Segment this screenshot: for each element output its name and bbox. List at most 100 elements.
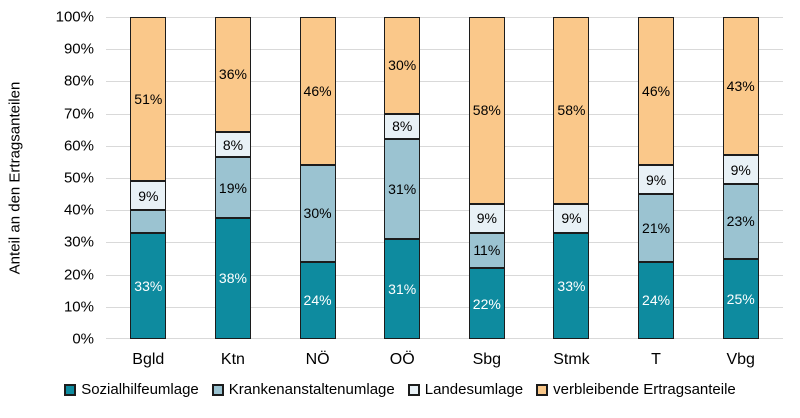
bar-segment: [553, 203, 590, 233]
legend-item: verbleibende Ertragsanteile: [536, 382, 736, 397]
segment-label: 8%: [222, 136, 244, 153]
x-axis-label: OÖ: [389, 351, 415, 368]
bar-segment: [299, 165, 336, 262]
y-tick-label: 80%: [63, 72, 94, 90]
segment-label: 8%: [392, 118, 413, 135]
bar-bgld: 33% 9% 51%: [130, 17, 167, 339]
x-axis-label: Vbg: [726, 351, 755, 368]
gridline: [106, 49, 783, 51]
segment-label: 36%: [218, 66, 247, 83]
bar-ktn: 38% 19% 8% 36%: [214, 17, 251, 339]
gridline: [106, 210, 783, 212]
bar-segment: [384, 17, 421, 114]
bar-segment: [638, 17, 675, 166]
x-axis-label: Ktn: [220, 351, 245, 368]
y-tick-label: 20%: [63, 266, 94, 284]
segment-label: 9%: [730, 161, 751, 178]
segment-label: 30%: [303, 205, 332, 222]
gridline: [106, 81, 783, 83]
bar-segment: [553, 232, 590, 339]
segment-label: 9%: [476, 210, 497, 227]
bar-segment: [299, 17, 336, 166]
legend-label: verbleibende Ertragsanteile: [553, 381, 736, 398]
bar-segment: [214, 157, 251, 218]
segment-label: 31%: [388, 281, 417, 298]
segment-label: 9%: [138, 187, 159, 204]
x-axis-label: Stmk: [553, 351, 590, 368]
bar-segment: [638, 165, 675, 195]
bar-nö: 24% 30% 46%: [299, 17, 336, 339]
legend-item: Landesumlage: [407, 382, 523, 397]
bar-segment: [638, 194, 675, 262]
legend-swatch: [536, 383, 549, 396]
bar-stmk: 33% 9% 58%: [553, 17, 590, 339]
gridline: [106, 17, 783, 18]
y-tick-label: 100%: [55, 8, 94, 26]
bar-segment: [468, 203, 505, 233]
y-axis-tick-labels: 100% 90% 80% 70% 60% 50% 40% 30% 20% 10% 0%: [0, 10, 94, 347]
bar-segment: [130, 181, 167, 211]
gridline: [106, 274, 783, 276]
segment-label: 24%: [642, 292, 671, 309]
segment-label: 21%: [642, 219, 671, 236]
bar-segment: [468, 17, 505, 204]
segment-label: 25%: [726, 290, 755, 307]
segment-label: 19%: [218, 179, 247, 196]
plot-area: 33% 9% 51% 38% 19% 8% 36% 24% 30% 46% 31% 31% 8% 30% 2…: [106, 17, 783, 339]
segment-label: 46%: [642, 83, 671, 100]
bar-segment: [130, 232, 167, 339]
segment-label: 9%: [561, 210, 582, 227]
bar-oö: 31% 31% 8% 30%: [384, 17, 421, 339]
segment-label: 23%: [726, 213, 755, 230]
y-tick-label: 40%: [63, 201, 94, 219]
gridline: [106, 113, 783, 115]
bar-segment: [722, 258, 759, 339]
bar-segment: [468, 268, 505, 339]
bar-segment: [553, 17, 590, 204]
bar-segment: [214, 17, 251, 132]
bar-segment: [384, 113, 421, 140]
legend-swatch: [407, 383, 420, 396]
legend-swatch: [211, 383, 224, 396]
y-tick-label: 0%: [72, 330, 94, 348]
y-tick-label: 70%: [63, 105, 94, 123]
x-axis-label: Bgld: [132, 351, 165, 368]
y-tick-label: 30%: [63, 233, 94, 251]
y-tick-label: 90%: [63, 40, 94, 58]
bar-segment: [722, 184, 759, 259]
segment-label: 11%: [473, 242, 501, 259]
segment-label: 9%: [645, 171, 667, 188]
legend-label: Sozialhilfeumlage: [81, 381, 199, 398]
bar-segment: [722, 17, 759, 156]
gridline: [106, 242, 783, 244]
segment-label: 38%: [218, 270, 247, 287]
bar-segment: [638, 261, 675, 339]
segment-label: 58%: [557, 102, 586, 119]
gridline: [106, 306, 783, 308]
legend-item: Krankenanstaltenumlage: [211, 382, 395, 397]
x-axis-label: Sbg: [472, 351, 502, 368]
bar-segment: [384, 239, 421, 339]
gridline: [106, 338, 783, 339]
bar-segment: [299, 261, 336, 339]
segment-label: 46%: [303, 83, 332, 100]
bar-segment: [468, 232, 505, 269]
y-tick-label: 10%: [63, 298, 94, 316]
bar-segment: [130, 210, 167, 233]
segment-label: 24%: [303, 292, 332, 309]
y-tick-label: 60%: [63, 137, 94, 155]
segment-label: 31%: [388, 181, 417, 198]
gridline: [106, 145, 783, 147]
segment-label: 22%: [472, 295, 501, 312]
x-axis-label: T: [651, 351, 661, 368]
bar-vbg: 25% 23% 9% 43%: [722, 17, 759, 339]
segment-label: 33%: [134, 277, 163, 294]
bar-t: 24% 21% 9% 46%: [638, 17, 675, 339]
segment-label: 30%: [388, 57, 417, 74]
bar-segment: [214, 131, 251, 158]
bar-segment: [130, 17, 167, 182]
gridline: [106, 178, 783, 179]
segment-label: 43%: [726, 78, 755, 95]
x-axis-label: NÖ: [305, 351, 330, 368]
